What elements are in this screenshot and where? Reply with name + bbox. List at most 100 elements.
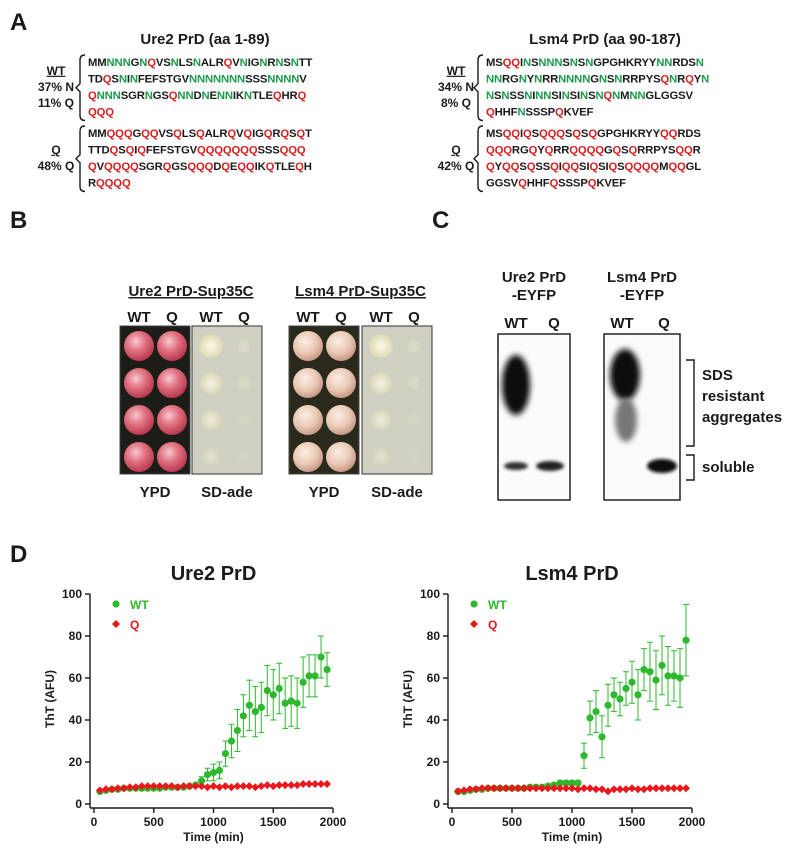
residue: Q: [237, 161, 246, 173]
aggregate-band: [610, 349, 640, 401]
residue: R: [216, 57, 224, 69]
marker: [203, 783, 212, 792]
residue: R: [219, 128, 227, 140]
marker: [640, 785, 648, 794]
marker: [676, 784, 684, 793]
marker: [149, 782, 158, 791]
residue: N: [275, 74, 283, 86]
residue: Q: [105, 107, 114, 119]
marker: [119, 784, 128, 793]
residue: G: [153, 90, 162, 102]
variant-label: Q: [51, 143, 60, 157]
residue: Q: [548, 128, 557, 140]
residue: S: [579, 161, 587, 173]
marker: [556, 784, 564, 793]
residue: Q: [130, 161, 139, 173]
x-tick-label: 0: [449, 815, 456, 829]
residue: G: [181, 145, 190, 157]
bracket: [686, 359, 695, 447]
residue: I: [127, 74, 130, 86]
residue: T: [88, 74, 95, 86]
residue: H: [304, 161, 312, 173]
marker: [137, 782, 146, 791]
band-label: soluble: [702, 459, 755, 476]
residue: Q: [495, 145, 504, 157]
marker: [664, 784, 672, 793]
residue: N: [217, 90, 225, 102]
residue: Q: [115, 128, 124, 140]
y-tick-label: 40: [69, 713, 83, 727]
marker: [125, 783, 134, 792]
residue: S: [565, 128, 573, 140]
residue: Y: [645, 128, 653, 140]
marker: [221, 750, 230, 758]
residue: S: [558, 178, 566, 190]
residue: Q: [572, 128, 581, 140]
residue: Q: [539, 128, 548, 140]
residue: G: [171, 161, 180, 173]
residue: Q: [642, 161, 651, 173]
x-axis-label: Time (min): [542, 830, 602, 844]
residue: E: [288, 161, 296, 173]
plate-title: Ure2 PrD-Sup35C: [128, 283, 253, 300]
residue: S: [252, 74, 260, 86]
residue: V: [299, 74, 307, 86]
residue: G: [597, 128, 606, 140]
residue: Q: [221, 161, 230, 173]
residue: R: [542, 74, 550, 86]
column-label: Q: [166, 309, 178, 326]
marker: [664, 672, 672, 680]
colony-spot: [238, 340, 250, 352]
residue: Q: [629, 145, 638, 157]
marker: [215, 766, 224, 775]
marker: [293, 699, 301, 707]
marker: [257, 703, 265, 712]
residue: R: [502, 74, 510, 86]
marker: [269, 691, 277, 699]
residue: Q: [523, 128, 532, 140]
marker: [652, 676, 660, 684]
residue: R: [137, 90, 145, 102]
residue: N: [113, 90, 121, 102]
residue: G: [131, 57, 140, 69]
y-tick-label: 80: [427, 629, 441, 643]
x-tick-label: 500: [502, 815, 522, 829]
column-label: WT: [199, 309, 222, 326]
marker: [143, 782, 152, 791]
x-tick-label: 2000: [320, 815, 347, 829]
residue: V: [158, 128, 166, 140]
residue: S: [533, 107, 541, 119]
composition: 48% Q: [38, 159, 75, 173]
marker: [221, 782, 230, 791]
y-tick-label: 0: [75, 797, 82, 811]
sequence-line: MMNNNGNQVSNLSNALRQVNIGNRNSNTT: [88, 57, 313, 69]
residue: S: [525, 107, 533, 119]
marker: [173, 783, 182, 792]
residue: L: [213, 128, 220, 140]
residue: D: [685, 128, 693, 140]
composition: 37% N: [38, 80, 74, 94]
residue: N: [291, 57, 299, 69]
residue: Q: [141, 128, 150, 140]
marker: [233, 726, 241, 735]
residue: N: [546, 57, 554, 69]
colony-spot: [326, 405, 356, 435]
residue: Q: [503, 57, 512, 69]
residue: S: [573, 178, 581, 190]
residue: S: [581, 128, 589, 140]
marker: [616, 695, 624, 703]
colony-spot: [157, 405, 187, 435]
residue: G: [146, 161, 155, 173]
colony-spot: [124, 368, 154, 398]
colony-spot: [124, 331, 154, 361]
residue: N: [629, 90, 637, 102]
residue: R: [677, 128, 685, 140]
residue: G: [686, 161, 695, 173]
residue: Q: [196, 128, 205, 140]
colony-spot: [293, 442, 323, 472]
x-tick-label: 1000: [200, 815, 227, 829]
residue: Q: [588, 128, 597, 140]
residue: G: [669, 90, 678, 102]
residue: S: [283, 57, 291, 69]
marker: [305, 780, 314, 789]
